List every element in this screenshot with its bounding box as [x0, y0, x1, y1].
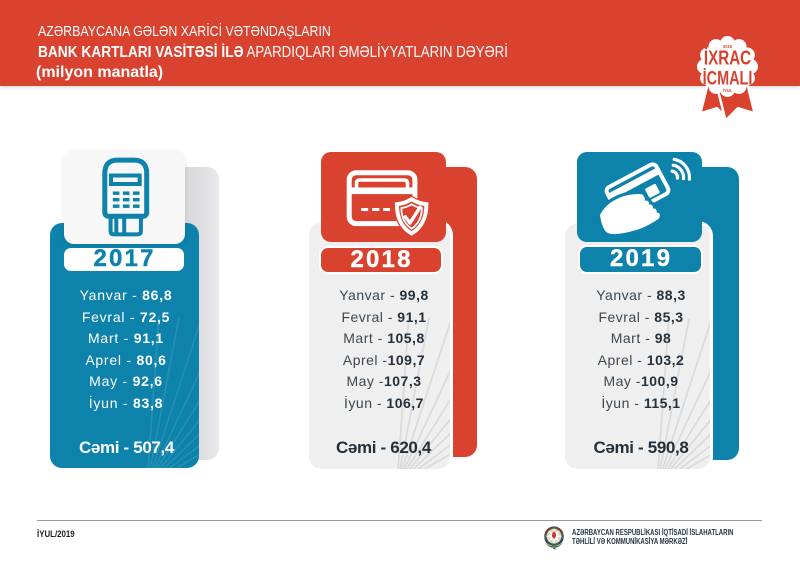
svg-text:İCMALI: İCMALI [703, 67, 753, 88]
svg-text:İXRAC: İXRAC [704, 46, 751, 69]
svg-text:İYUL: İYUL [723, 88, 733, 93]
svg-text:2019: 2019 [723, 44, 733, 49]
